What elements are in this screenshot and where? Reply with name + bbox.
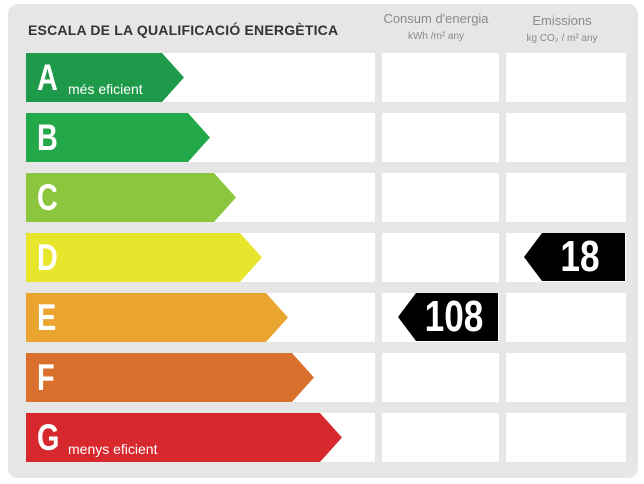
rating-arrow-g: [26, 413, 342, 462]
emissions-unit: kg CO₂ / m² any: [526, 33, 598, 44]
emissions-cell: [506, 293, 626, 342]
rating-letter: C: [37, 177, 58, 218]
consumption-marker: [398, 293, 498, 341]
rating-row-e: E: [26, 293, 630, 342]
rating-letter: F: [37, 357, 55, 398]
rating-letter: A: [37, 57, 58, 98]
rating-row-b: B: [26, 113, 630, 162]
consumption-column-header: Consum d'energia kWh /m² any: [380, 11, 492, 42]
consumption-label: Consum d'energia: [383, 11, 489, 26]
rating-letter: D: [37, 237, 58, 278]
rating-arrow-d: [26, 233, 262, 282]
emissions-value: 18: [560, 232, 600, 281]
emissions-cell: [506, 53, 626, 102]
rating-arrow-f: [26, 353, 314, 402]
rating-letter: B: [37, 117, 58, 158]
rating-caption: més eficient: [68, 81, 143, 97]
consumption-cell: [382, 173, 499, 222]
rating-caption: menys eficient: [68, 441, 158, 457]
consumption-cell: [382, 113, 499, 162]
scale-title: ESCALA DE LA QUALIFICACIÓ ENERGÈTICA: [28, 22, 339, 38]
emissions-cell: [506, 113, 626, 162]
rating-arrow-e: [26, 293, 288, 342]
emissions-cell: [506, 413, 626, 462]
emissions-cell: [506, 173, 626, 222]
emissions-cell: [506, 353, 626, 402]
consumption-cell: [382, 353, 499, 402]
rating-arrow-c: [26, 173, 236, 222]
rating-row-c: C: [26, 173, 630, 222]
emissions-column-header: Emissions kg CO₂ / m² any: [508, 13, 616, 44]
rating-letter: E: [37, 297, 57, 338]
rating-row-a: A més eficient: [26, 53, 630, 102]
emissions-marker: [524, 233, 625, 281]
consumption-cell: [382, 53, 499, 102]
consumption-cell: [382, 413, 499, 462]
rating-row-f: F: [26, 353, 630, 402]
rating-row-g: G menys eficient: [26, 413, 630, 462]
consumption-value: 108: [424, 292, 484, 341]
emissions-label: Emissions: [532, 13, 592, 28]
rating-letter: G: [37, 417, 60, 458]
consumption-unit: kWh /m² any: [407, 31, 465, 42]
rating-arrow-a: [26, 53, 184, 102]
rating-arrow-b: [26, 113, 210, 162]
consumption-cell: [382, 233, 499, 282]
